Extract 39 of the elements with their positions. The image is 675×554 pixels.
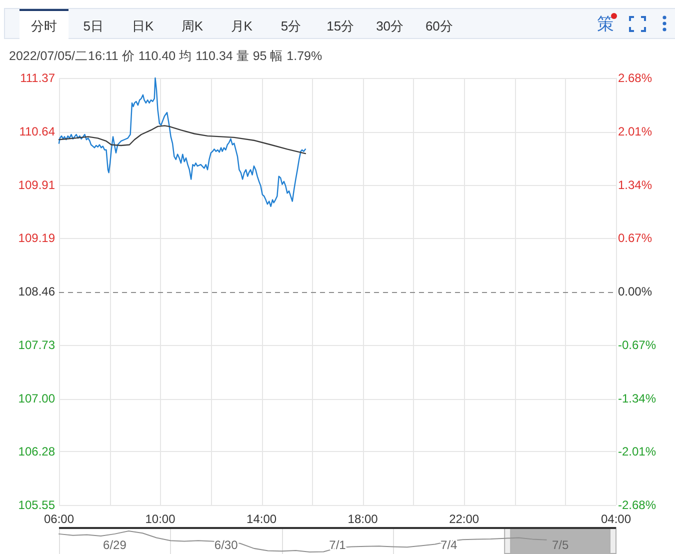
y-tick-label: 106.28	[18, 444, 56, 458]
x-tick-label: 7/4	[440, 538, 458, 552]
text: 15分	[326, 18, 354, 34]
y2-tick-label: 2.68%	[618, 71, 652, 85]
x-tick-label: 18:00	[348, 512, 378, 526]
text: 5日	[83, 18, 104, 34]
x-tick-label: 22:00	[449, 512, 480, 526]
chart-subtitle: 2022/07/05/二16:11 价 110.40 均 110.34 量 95 幅 1.79%	[9, 49, 322, 63]
x-tick-label: 7/5	[552, 538, 569, 552]
text: 月K	[230, 18, 253, 34]
y2-tick-label: -0.67%	[618, 338, 656, 352]
text: 30分	[376, 18, 404, 34]
y2-tick-label: 0.67%	[618, 231, 652, 246]
x-tick-label: 14:00	[246, 512, 277, 526]
x-tick-label: 6/30	[214, 538, 238, 552]
y-tick-label: 107.73	[18, 338, 56, 352]
y2-tick-label: 1.34%	[618, 178, 652, 192]
y2-tick-label: 0.00%	[618, 284, 652, 298]
x-tick-label: 10:00	[145, 512, 176, 526]
y-tick-label: 109.91	[18, 178, 56, 192]
y-tick-label: 111.37	[20, 71, 56, 85]
text: 60分	[425, 18, 453, 34]
text: 周K	[181, 18, 204, 34]
tab-selected: 分时	[20, 9, 68, 39]
text: 5分	[280, 18, 302, 34]
x-tick-label: 04:00	[600, 512, 632, 526]
y-tick-label: 105.55	[18, 498, 56, 512]
y2-tick-label: -2.01%	[618, 444, 656, 459]
y2-tick-label: 2.01%	[618, 124, 652, 138]
y-tick-label: 110.64	[19, 124, 56, 139]
y-tick-label: 108.46	[18, 284, 56, 298]
y2-tick-label: -1.34%	[618, 391, 656, 406]
text: 策	[597, 14, 614, 34]
y2-tick-label: -2.68%	[618, 498, 656, 512]
text: 日K	[132, 18, 154, 34]
x-tick-label: 6/29	[103, 538, 127, 552]
y-tick-label: 109.19	[18, 230, 56, 245]
x-tick-label: 06:00	[44, 512, 74, 526]
y-tick-label: 107.00	[18, 392, 56, 406]
